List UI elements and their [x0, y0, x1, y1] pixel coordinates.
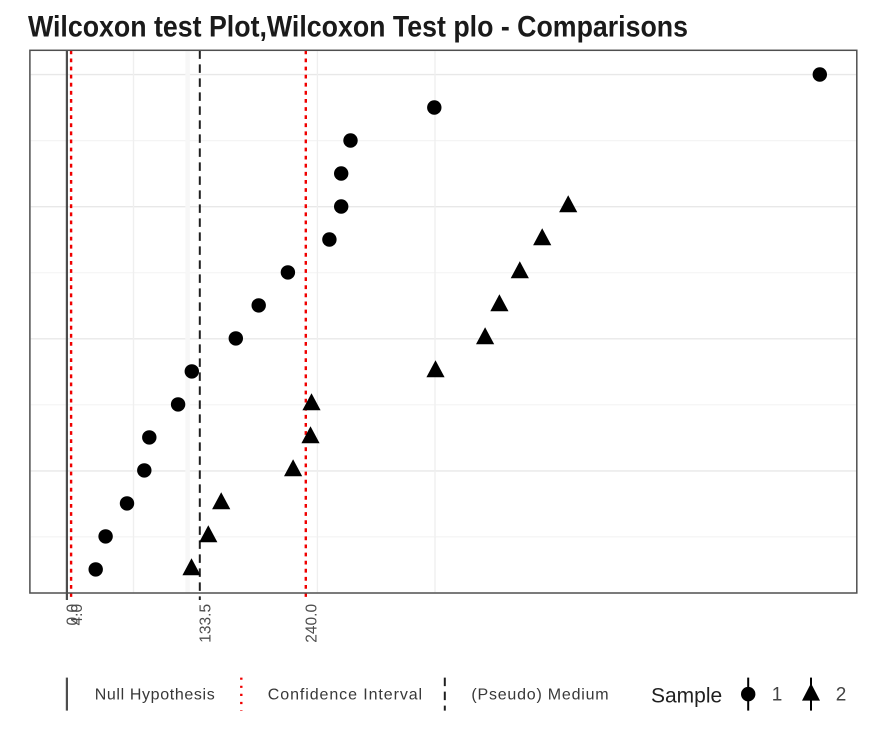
svg-text:133.5: 133.5 — [198, 604, 215, 643]
svg-text:(Pseudo) Medium: (Pseudo) Medium — [471, 687, 608, 704]
svg-text:0.0: 0.0 — [65, 604, 82, 626]
svg-text:1: 1 — [772, 685, 783, 706]
svg-text:Wilcoxon test Plot,Wilcoxon Te: Wilcoxon test Plot,Wilcoxon Test plo - C… — [28, 10, 688, 43]
svg-text:Null Hypothesis: Null Hypothesis — [95, 687, 215, 704]
svg-text:4.0: 4.0 — [69, 604, 86, 626]
svg-text:2: 2 — [836, 685, 847, 706]
svg-text:Sample: Sample — [651, 685, 722, 708]
svg-text:240.0: 240.0 — [304, 604, 321, 643]
svg-text:Confidence Interval: Confidence Interval — [268, 687, 422, 704]
